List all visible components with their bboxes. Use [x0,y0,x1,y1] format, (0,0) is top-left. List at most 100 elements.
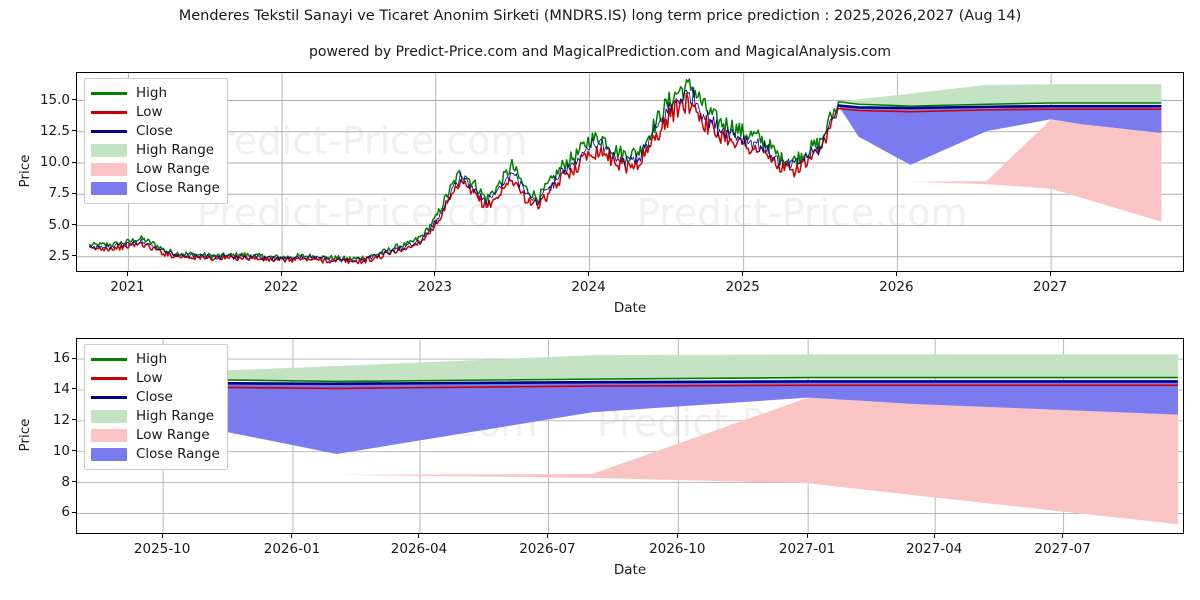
x-tick-label: 2026 [879,279,914,295]
y-tick-label: 10.0 [39,154,70,170]
x-tick-mark [895,272,897,276]
x-tick-mark [588,272,590,276]
legend-item-high-range: High Range [91,141,220,160]
y-tick-mark [72,357,76,359]
legend-patch-swatch-icon [91,144,127,157]
y-tick-label: 15.0 [39,91,70,108]
x-tick-mark [1049,272,1051,276]
y-tick-mark [72,450,76,452]
x-tick-label: 2022 [263,279,299,295]
x-tick-label: 2026-01 [263,541,321,557]
y-tick-label: 7.5 [48,185,70,202]
legend-item-close-range: Close Range [91,179,220,198]
x-tick-mark [161,534,163,538]
y-axis-label: Price [17,154,33,188]
x-axis-label: Date [613,300,647,316]
x-tick-mark [806,534,808,538]
page-title: Menderes Tekstil Sanayi ve Ticaret Anoni… [178,8,1022,24]
chart-top-legend: High Low Close High Range Low Range Close Ran… [84,78,228,204]
y-tick-label: 10 [52,442,70,459]
legend-item-label: Close [136,122,173,139]
x-tick-mark [280,272,282,276]
x-tick-label: 2025-10 [133,541,191,557]
legend-line-swatch-icon [91,353,127,367]
legend-item-label: High [136,84,168,101]
y-tick-label: 8 [61,473,70,490]
y-tick-mark [72,161,76,163]
y-tick-mark [72,419,76,421]
x-axis-label: Date [613,562,647,578]
legend-line-swatch-icon [91,125,127,139]
legend-item-low: Low [91,369,220,388]
x-tick-label: 2026-07 [519,541,576,557]
legend-item-high-range: High Range [91,407,220,426]
legend-line-swatch-icon [91,372,127,386]
x-tick-mark [126,272,128,276]
x-tick-label: 2027 [1032,279,1068,295]
legend-line-swatch-icon [91,87,127,101]
legend-item-label: Close Range [136,179,220,196]
x-tick-mark [1062,534,1064,538]
page-subtitle: powered by Predict-Price.com and Magical… [309,44,891,60]
y-tick-label: 5.0 [48,216,70,233]
legend-item-low-range: Low Range [91,160,220,179]
x-tick-mark [418,534,420,538]
legend-item-label: High Range [136,407,215,424]
chart-top-canvas [77,73,1183,271]
x-tick-label: 2026-04 [390,541,448,557]
y-tick-label: 12 [52,411,70,428]
legend-item-high: High [91,84,220,103]
legend-item-close-range: Close Range [91,445,220,464]
legend-item-low: Low [91,103,220,122]
chart-bottom-canvas [77,339,1183,533]
legend-item-label: Low [136,369,163,386]
x-tick-label: 2025 [725,279,760,295]
chart-bottom-legend: High Low Close High Range Low Range Close Ran… [84,344,228,470]
legend-patch-swatch-icon [91,448,127,461]
legend-patch-swatch-icon [91,429,127,442]
x-tick-label: 2026-10 [649,541,706,557]
y-tick-label: 6 [61,504,70,521]
legend-item-close: Close [91,388,220,407]
y-tick-label: 16 [52,350,70,367]
legend-item-high: High [91,350,220,369]
y-axis-label: Price [17,418,33,452]
x-tick-label: 2027-07 [1034,541,1091,557]
legend-item-label: Low Range [136,426,210,443]
y-tick-mark [72,481,76,483]
y-tick-mark [72,255,76,257]
legend-line-swatch-icon [91,391,127,405]
legend-item-label: High [136,350,168,367]
x-tick-mark [676,534,678,538]
legend-item-label: Low Range [136,160,210,177]
y-tick-label: 2.5 [48,247,70,264]
chart-top-plot-area: Predict-Price.com Predict-Price.com Predic… [76,72,1184,272]
legend-item-label: Close Range [136,445,220,462]
x-tick-mark [742,272,744,276]
legend-item-close: Close [91,122,220,141]
x-tick-label: 2027-04 [905,541,963,557]
y-tick-mark [72,224,76,225]
legend-patch-swatch-icon [91,410,127,423]
legend-patch-swatch-icon [91,182,127,195]
x-tick-mark [291,534,293,538]
y-tick-mark [72,130,76,132]
legend-item-label: Low [136,103,163,120]
x-tick-mark [546,534,548,538]
legend-item-low-range: Low Range [91,426,220,445]
legend-patch-swatch-icon [91,163,127,176]
y-tick-mark [72,388,76,390]
y-tick-label: 12.5 [39,122,70,139]
x-tick-mark [434,272,436,276]
legend-item-label: Close [136,388,173,405]
y-tick-mark [72,511,76,513]
x-tick-mark [933,534,935,538]
x-tick-label: 2021 [110,279,145,295]
legend-line-swatch-icon [91,106,127,120]
x-tick-label: 2027-01 [778,541,836,557]
y-tick-mark [72,192,76,194]
legend-item-label: High Range [136,141,215,158]
x-tick-label: 2024 [571,279,606,295]
y-tick-mark [72,99,76,100]
